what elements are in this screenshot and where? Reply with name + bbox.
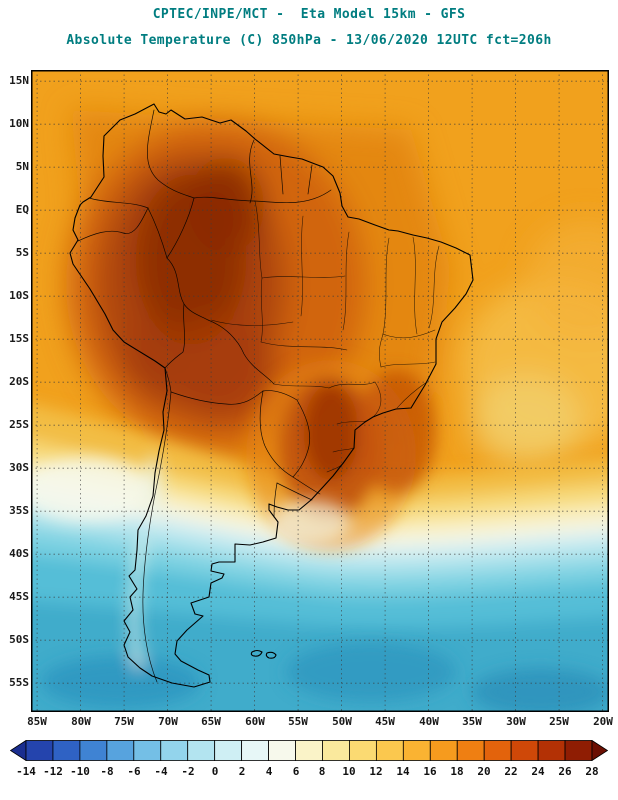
lat-tick: 20S (9, 375, 29, 388)
cbar-tick: 4 (265, 765, 273, 778)
cbar-tick: 22 (504, 765, 518, 778)
lat-tick: 35S (9, 504, 29, 517)
map-svg (31, 70, 609, 712)
coastline (69, 103, 474, 688)
cbar-tick: 12 (369, 765, 383, 778)
lat-tick: 10N (9, 117, 29, 130)
cbar-tick: 6 (292, 765, 300, 778)
colorbar-cell (456, 740, 485, 761)
lon-tick: 30W (506, 715, 526, 728)
cbar-tick: 2 (238, 765, 246, 778)
cbar-tick: -14 (16, 765, 36, 778)
lon-tick: 80W (71, 715, 91, 728)
map-frame (31, 70, 609, 712)
cbar-tick: 16 (423, 765, 437, 778)
colorbar-right-arrow (591, 739, 609, 762)
colorbar-cell (106, 740, 135, 761)
lon-tick: 75W (114, 715, 134, 728)
lat-tick: 55S (9, 676, 29, 689)
colorbar-cell (25, 740, 54, 761)
colorbar-cell (375, 740, 404, 761)
lon-tick: 20W (593, 715, 613, 728)
lat-tick: 15N (9, 74, 29, 87)
falkland-islands (250, 649, 263, 657)
lat-tick: 40S (9, 547, 29, 560)
lon-tick: 65W (201, 715, 221, 728)
title-model: CPTEC/INPE/MCT - Eta Model 15km - GFS (152, 7, 466, 22)
lon-tick: 35W (462, 715, 482, 728)
colorbar-cell (214, 740, 243, 761)
colorbar-cell (483, 740, 512, 761)
lon-tick: 70W (158, 715, 178, 728)
cbar-tick: 8 (318, 765, 326, 778)
colorbar-cell (133, 740, 162, 761)
cbar-tick: 14 (396, 765, 410, 778)
lon-tick: 40W (419, 715, 439, 728)
cbar-tick: -4 (154, 765, 168, 778)
colorbar-cell (295, 740, 323, 761)
cbar-tick: -12 (43, 765, 63, 778)
colorbar-cell (537, 740, 566, 761)
cbar-tick: 10 (342, 765, 356, 778)
lon-tick: 60W (245, 715, 265, 728)
colorbar-cell (349, 740, 377, 761)
title-field: Absolute Temperature (C) 850hPa - 13/06/… (66, 33, 552, 48)
lat-tick: 5S (15, 246, 29, 259)
lon-tick: 55W (288, 715, 308, 728)
colorbar (9, 739, 609, 762)
lon-tick: 45W (375, 715, 395, 728)
colorbar-cell (160, 740, 189, 761)
cbar-tick: 18 (450, 765, 464, 778)
lat-tick: 10S (9, 289, 29, 302)
lon-tick: 50W (332, 715, 352, 728)
cbar-tick: 28 (585, 765, 599, 778)
colorbar-cell (79, 740, 108, 761)
colorbar-cell (322, 740, 350, 761)
cbar-tick: -6 (127, 765, 141, 778)
colorbar-cell (268, 740, 296, 761)
colorbar-cell (187, 740, 216, 761)
colorbar-svg (9, 739, 609, 762)
map-panel (31, 70, 609, 712)
colorbar-left-arrow (9, 739, 27, 762)
colorbar-cell (429, 740, 458, 761)
lat-tick: 30S (9, 461, 29, 474)
falkland-islands (265, 651, 277, 659)
gridlines (31, 70, 609, 712)
lat-tick: 25S (9, 418, 29, 431)
cbar-tick: -10 (70, 765, 90, 778)
lat-tick: 50S (9, 633, 29, 646)
colorbar-cell (402, 740, 431, 761)
cbar-tick: 0 (211, 765, 219, 778)
cbar-tick: 20 (477, 765, 491, 778)
colorbar-cell (510, 740, 539, 761)
lat-tick: 45S (9, 590, 29, 603)
colorbar-cell (564, 740, 593, 761)
cbar-tick: -8 (100, 765, 114, 778)
lon-tick: 25W (549, 715, 569, 728)
colorbar-cell (52, 740, 81, 761)
lat-tick: EQ (15, 203, 29, 216)
cbar-tick: -2 (181, 765, 195, 778)
cbar-tick: 24 (531, 765, 545, 778)
lat-tick: 15S (9, 332, 29, 345)
lon-tick: 85W (27, 715, 47, 728)
lat-tick: 5N (15, 160, 29, 173)
colorbar-cell (241, 740, 269, 761)
state-borders (210, 200, 440, 473)
cbar-tick: 26 (558, 765, 572, 778)
